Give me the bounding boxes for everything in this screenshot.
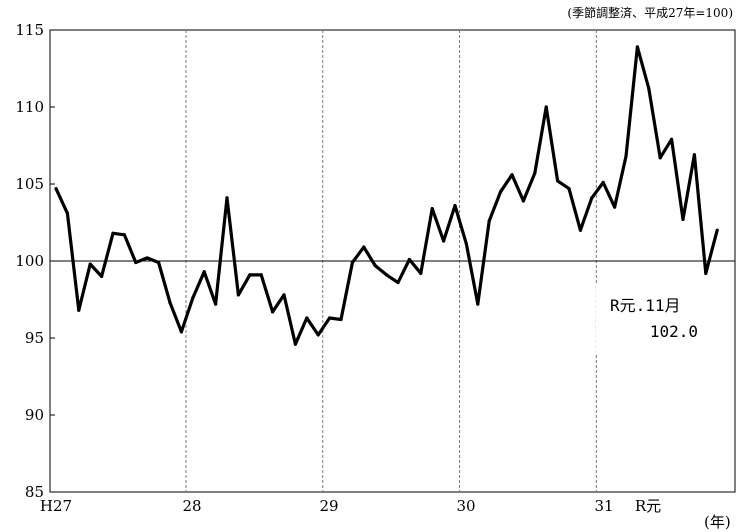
data-point bbox=[88, 262, 92, 266]
annotation-background bbox=[596, 283, 708, 353]
data-point bbox=[692, 153, 697, 157]
y-tick-label: 95 bbox=[25, 329, 44, 347]
x-tick-label: H27 bbox=[40, 497, 72, 515]
data-point bbox=[77, 308, 81, 312]
y-tick-label: 110 bbox=[15, 98, 44, 116]
data-point bbox=[316, 333, 320, 337]
data-point bbox=[624, 154, 628, 158]
data-point bbox=[556, 179, 560, 183]
y-tick-label: 105 bbox=[15, 175, 44, 193]
data-point bbox=[544, 105, 548, 109]
data-point bbox=[464, 242, 468, 246]
data-point bbox=[567, 187, 571, 191]
y-axis-ticks: 85 90 95 100 105 110 115 bbox=[15, 21, 55, 501]
data-point bbox=[453, 203, 457, 208]
y-tick-label: 115 bbox=[15, 21, 44, 39]
x-tick-label: 29 bbox=[319, 497, 338, 515]
data-point bbox=[658, 156, 662, 160]
data-point bbox=[100, 274, 104, 278]
data-point bbox=[328, 316, 332, 320]
data-point bbox=[214, 302, 218, 306]
data-point bbox=[202, 270, 206, 274]
data-point bbox=[362, 245, 366, 249]
data-point bbox=[476, 302, 480, 306]
data-point bbox=[613, 205, 617, 209]
data-point bbox=[191, 296, 195, 300]
data-point bbox=[350, 260, 354, 265]
y-tick-label: 85 bbox=[25, 483, 44, 501]
data-point bbox=[419, 271, 423, 275]
data-point bbox=[305, 316, 309, 320]
data-point bbox=[65, 211, 69, 215]
data-point bbox=[54, 187, 58, 191]
data-point bbox=[578, 228, 583, 232]
chart-note: (季節調整済、平成27年=100) bbox=[567, 5, 733, 20]
data-point bbox=[248, 273, 252, 277]
data-point bbox=[157, 260, 161, 265]
y-tick-label: 90 bbox=[25, 406, 44, 424]
x-tick-label: 28 bbox=[182, 497, 201, 515]
data-point bbox=[236, 293, 240, 297]
data-point bbox=[271, 310, 275, 314]
y-tick-label: 100 bbox=[15, 252, 44, 270]
data-point bbox=[145, 256, 149, 260]
data-point bbox=[510, 173, 514, 177]
data-point bbox=[647, 86, 651, 91]
data-point bbox=[111, 231, 115, 235]
data-points bbox=[54, 45, 719, 346]
data-point bbox=[499, 190, 503, 194]
data-point bbox=[601, 180, 605, 185]
data-point bbox=[407, 257, 411, 262]
data-point bbox=[134, 260, 138, 265]
data-point bbox=[533, 171, 537, 175]
data-point bbox=[225, 196, 229, 200]
data-point bbox=[590, 196, 594, 200]
data-point bbox=[259, 273, 263, 277]
data-point bbox=[681, 217, 685, 222]
data-point bbox=[635, 45, 640, 49]
x-tick-label: R元 bbox=[635, 497, 661, 515]
data-point bbox=[715, 228, 719, 232]
data-point bbox=[373, 264, 377, 268]
data-point bbox=[385, 273, 389, 277]
data-point bbox=[487, 219, 491, 223]
data-point bbox=[442, 239, 446, 243]
x-tick-label: 31 bbox=[594, 497, 613, 515]
data-point bbox=[670, 137, 674, 141]
data-point bbox=[122, 233, 126, 237]
data-point bbox=[396, 280, 400, 285]
x-unit-label: (年) bbox=[704, 513, 731, 531]
data-point bbox=[293, 342, 297, 346]
x-axis-ticks: H27 28 29 30 31 R元 bbox=[40, 497, 661, 515]
annotation-value: 102.0 bbox=[650, 322, 698, 341]
data-point bbox=[179, 330, 183, 334]
data-point bbox=[521, 199, 526, 203]
data-point bbox=[430, 207, 434, 211]
data-point bbox=[168, 300, 172, 305]
data-point bbox=[339, 317, 343, 322]
x-tick-label: 30 bbox=[456, 497, 475, 515]
data-point bbox=[282, 293, 286, 297]
annotation-label: R元.11月 bbox=[610, 296, 681, 315]
data-point bbox=[704, 271, 708, 275]
